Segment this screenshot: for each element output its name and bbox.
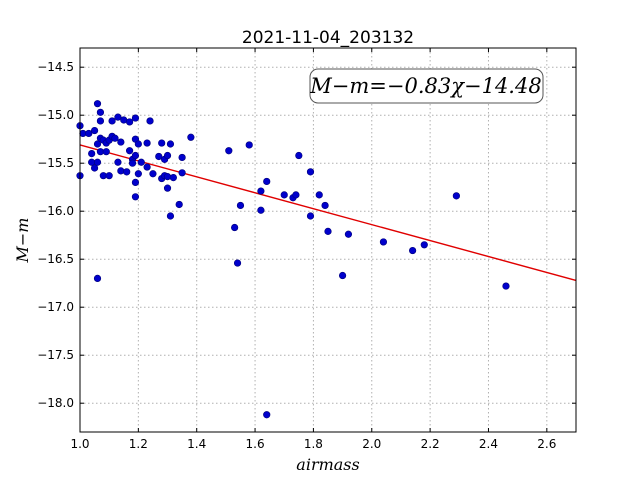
data-point (169, 174, 177, 182)
data-point (338, 271, 347, 280)
y-tick-label: −15.0 (37, 108, 74, 122)
data-point (245, 141, 253, 149)
data-point (158, 139, 166, 147)
data-point (131, 193, 140, 201)
data-point (93, 274, 102, 283)
data-point (149, 170, 157, 178)
data-point (134, 140, 142, 148)
data-point (90, 164, 99, 172)
data-point (344, 230, 353, 238)
data-point (163, 184, 172, 192)
data-point (90, 126, 99, 135)
x-tick-label: 2.0 (362, 437, 381, 451)
fit-line-group (79, 144, 577, 282)
data-point (163, 173, 172, 181)
data-point (231, 223, 239, 232)
data-point (117, 138, 125, 146)
data-point (155, 152, 163, 161)
y-axis-label: M−m (13, 218, 32, 264)
data-point (280, 191, 288, 199)
data-point (126, 118, 134, 126)
data-point (146, 117, 154, 125)
x-tick-label: 1.8 (304, 437, 323, 451)
x-tick-label: 2.4 (479, 437, 498, 451)
x-tick-label: 1.2 (129, 437, 148, 451)
fit-annotation: M−m=−0.83χ−14.48 (309, 68, 544, 104)
data-point (452, 192, 460, 200)
data-point (257, 187, 265, 195)
y-tick-label: −15.5 (37, 156, 74, 170)
annotation-box (309, 68, 544, 104)
data-point (178, 169, 186, 177)
data-point (420, 241, 428, 249)
data-point (166, 212, 175, 220)
y-tick-label: −18.0 (37, 396, 74, 410)
data-point (114, 113, 122, 121)
data-point (102, 148, 110, 156)
fit-line (79, 144, 577, 282)
x-tick-label: 1.6 (246, 437, 265, 451)
data-point (163, 151, 172, 160)
y-tick-label: −17.5 (37, 348, 74, 362)
y-tick-label: −17.0 (37, 300, 74, 314)
data-point (306, 168, 315, 176)
data-point (126, 147, 134, 155)
data-point (306, 212, 315, 220)
data-point (409, 246, 417, 255)
data-point (131, 114, 140, 122)
data-point (315, 191, 323, 199)
data-point (321, 201, 329, 210)
data-point (108, 117, 116, 125)
data-point (236, 201, 245, 210)
data-point (379, 238, 388, 246)
data-point (96, 108, 105, 116)
plot-frame (79, 47, 577, 433)
x-tick-label: 2.6 (537, 437, 556, 451)
data-point (93, 100, 102, 108)
chart-title: 2021-11-04_203132 (242, 28, 414, 48)
data-point (175, 200, 183, 209)
data-point (137, 158, 145, 166)
x-tick-label: 2.2 (421, 437, 440, 451)
data-point (225, 147, 233, 155)
data-point (123, 168, 131, 176)
data-point (111, 134, 119, 142)
data-point (324, 227, 332, 235)
data-point (131, 151, 140, 160)
y-tick-label: −14.5 (37, 60, 74, 74)
data-point (263, 411, 271, 419)
data-point (143, 139, 151, 147)
data-point (295, 151, 303, 160)
data-point (263, 177, 271, 186)
data-point (93, 140, 102, 148)
data-point (131, 178, 140, 186)
data-point (134, 170, 142, 178)
data-point (502, 282, 510, 290)
data-point (178, 153, 186, 162)
data-points (76, 100, 510, 419)
data-point (166, 140, 175, 148)
data-point (187, 133, 195, 141)
y-tick-label: −16.5 (37, 252, 74, 266)
data-point (257, 206, 265, 214)
data-point (85, 129, 93, 138)
grid (80, 48, 576, 432)
data-point (105, 172, 113, 180)
data-point (117, 167, 125, 175)
x-axis-label: airmass (296, 455, 359, 474)
y-tick-label: −16.0 (37, 204, 74, 218)
data-point (114, 158, 122, 166)
data-point (93, 158, 102, 166)
data-point (88, 150, 96, 158)
data-point (128, 159, 137, 167)
data-point (143, 163, 151, 171)
annotation-text: M−m=−0.83χ−14.48 (309, 74, 541, 98)
x-tick-label: 1.0 (70, 437, 89, 451)
x-tick-label: 1.4 (187, 437, 206, 451)
data-point (96, 117, 105, 125)
data-point (233, 259, 242, 267)
axis-ticks: 1.0 1.2 1.4 1.6 1.8 2.0 2.2 2.4 2.6 −18.0 −17.5 −17… (37, 48, 576, 451)
data-point (292, 191, 300, 199)
